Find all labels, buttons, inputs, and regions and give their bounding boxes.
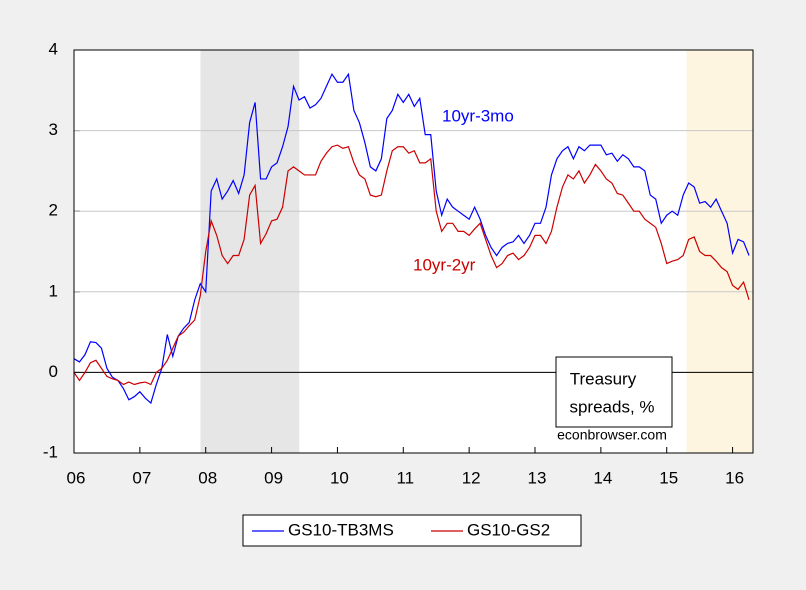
annotation: 10yr-2yr bbox=[413, 255, 476, 274]
annotation-box bbox=[555, 356, 673, 428]
shading-layer bbox=[200, 50, 753, 453]
x-tick-label: 12 bbox=[462, 468, 481, 487]
legend-label: GS10-GS2 bbox=[467, 520, 550, 539]
y-tick-label: -1 bbox=[43, 442, 58, 461]
line-layer bbox=[73, 72, 750, 405]
source: econbrowser.com bbox=[557, 427, 667, 443]
y-tick-label: 2 bbox=[49, 201, 58, 220]
x-tick-label: 08 bbox=[198, 468, 217, 487]
legend-label: GS10-TB3MS bbox=[288, 520, 394, 539]
box-text: spreads, % bbox=[569, 397, 654, 416]
legend bbox=[242, 514, 582, 547]
x-tick-label: 13 bbox=[528, 468, 547, 487]
x-tick-label: 07 bbox=[132, 468, 151, 487]
plot-frame bbox=[73, 49, 754, 454]
annotation: 10yr-3mo bbox=[442, 106, 514, 125]
shaded-region bbox=[686, 50, 753, 453]
series-line bbox=[73, 72, 750, 405]
series-line bbox=[73, 144, 750, 386]
y-tick-label: 1 bbox=[49, 281, 58, 300]
x-tick-label: 09 bbox=[264, 468, 283, 487]
x-tick-label: 06 bbox=[67, 468, 86, 487]
y-tick-label: 3 bbox=[49, 120, 58, 139]
shaded-region bbox=[200, 50, 300, 453]
y-tick-label: 0 bbox=[49, 362, 58, 381]
box-text: Treasury bbox=[570, 369, 637, 388]
x-tick-label: 16 bbox=[725, 468, 744, 487]
x-tick-label: 14 bbox=[593, 468, 612, 487]
x-tick-label: 15 bbox=[659, 468, 678, 487]
y-tick-label: 4 bbox=[49, 39, 58, 58]
x-tick-label: 11 bbox=[396, 468, 414, 487]
x-tick-label: 10 bbox=[330, 468, 349, 487]
legend-items: GS10-TB3MS GS10-GS2 bbox=[252, 520, 550, 539]
